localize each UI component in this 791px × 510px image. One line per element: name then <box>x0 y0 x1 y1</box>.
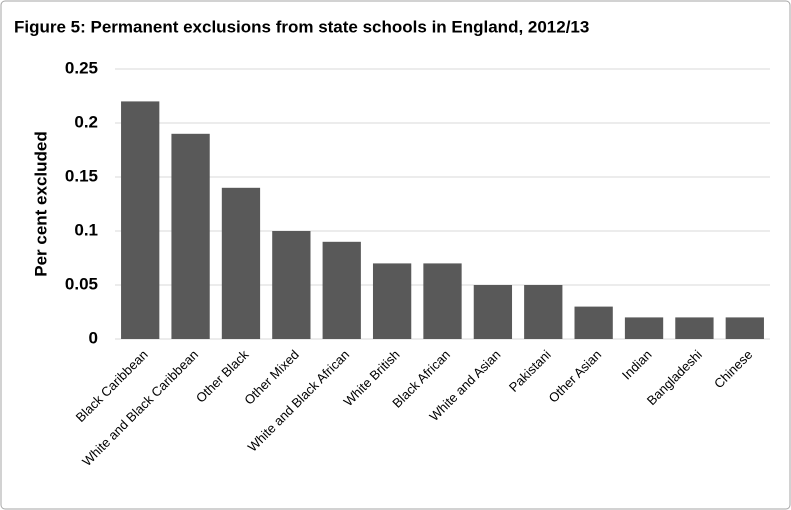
y-tick-label: 0.25 <box>65 58 98 77</box>
bar <box>725 317 764 339</box>
y-axis-label: Per cent excluded <box>31 131 50 277</box>
y-tick-label: 0.15 <box>65 166 98 185</box>
y-tick-label: 0 <box>89 328 98 347</box>
bar <box>675 317 714 339</box>
bar <box>322 241 361 339</box>
y-tick-label: 0.2 <box>74 112 98 131</box>
bar <box>423 263 462 339</box>
bar <box>121 101 160 340</box>
bar <box>624 317 664 339</box>
y-tick-label: 0.1 <box>74 220 98 239</box>
bar <box>221 187 261 339</box>
bar <box>524 285 563 339</box>
bar <box>372 263 412 339</box>
bar <box>171 133 210 339</box>
bar <box>574 306 613 339</box>
bar <box>272 231 311 339</box>
bar <box>473 285 513 339</box>
y-tick-label: 0.05 <box>65 274 98 293</box>
chart-title: Figure 5: Permanent exclusions from stat… <box>14 17 589 36</box>
